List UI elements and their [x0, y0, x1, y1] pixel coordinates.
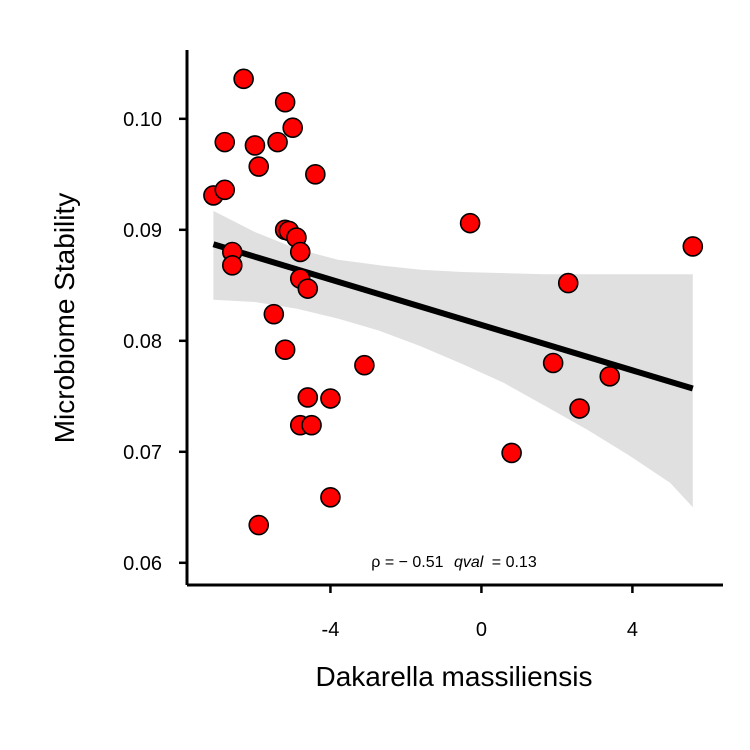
axes-layer: [185, 50, 723, 587]
data-point: [282, 117, 303, 138]
data-point: [289, 241, 311, 263]
data-point: [301, 414, 322, 436]
data-point: [297, 278, 319, 299]
data-point: [599, 366, 621, 387]
qval-label: qval: [454, 554, 484, 571]
data-point: [274, 91, 296, 113]
data-point: [263, 303, 285, 325]
data-point: [305, 164, 326, 185]
ticks-layer: -4 0 4 0.06 0.07 0.08 0.09 0.10: [123, 109, 638, 641]
data-point: [354, 354, 375, 376]
data-point: [557, 272, 579, 294]
data-point: [459, 212, 481, 234]
data-point: [569, 398, 590, 419]
data-point: [244, 135, 266, 156]
data-point: [233, 68, 254, 90]
rho-label: ρ = − 0.51: [371, 554, 443, 571]
data-point: [214, 179, 236, 201]
correlation-annotation: ρ = − 0.51 qval = 0.13: [371, 554, 537, 571]
data-point: [320, 388, 341, 409]
x-tick-label: 0: [476, 619, 487, 641]
data-point: [221, 255, 243, 276]
data-point: [682, 236, 704, 257]
x-axis-title: Dakarella massiliensis: [316, 661, 593, 692]
y-tick-label: 0.09: [123, 220, 162, 242]
fit-line-layer: [212, 241, 694, 392]
data-points-layer: [203, 68, 704, 536]
data-point: [214, 131, 236, 153]
data-point: [542, 352, 564, 374]
data-point: [297, 387, 319, 408]
data-point: [267, 131, 288, 153]
data-point: [501, 442, 522, 464]
y-axis-title: Microbiome Stability: [49, 193, 80, 444]
data-point: [248, 514, 270, 536]
y-tick-label: 0.10: [123, 109, 162, 131]
qval-value: = 0.13: [492, 554, 537, 571]
y-tick-label: 0.06: [123, 553, 162, 575]
y-tick-label: 0.08: [123, 331, 162, 353]
x-tick-label: 4: [627, 619, 638, 641]
regression-line: [212, 241, 694, 392]
data-point: [248, 156, 270, 177]
x-tick-label: -4: [322, 619, 340, 641]
y-tick-label: 0.07: [123, 442, 162, 464]
data-point: [320, 487, 341, 508]
data-point: [274, 339, 296, 360]
